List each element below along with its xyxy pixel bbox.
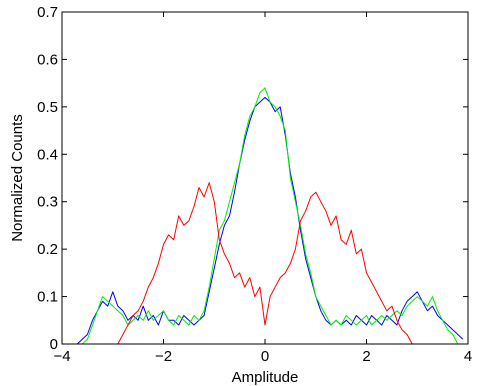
y-tick-label: 0.3 [37,194,58,211]
y-tick-label: 0.2 [37,241,58,258]
y-tick-label: 0.6 [37,51,58,68]
y-tick-label: 0 [50,336,58,353]
y-tick-label: 0.1 [37,289,58,306]
series-layer [76,87,464,345]
axes-layer: −4 −2 0 2 4 0 0.1 0.2 0.3 0.4 0.5 0.6 0.7 [37,4,472,365]
series-line-2 [81,87,459,345]
x-tick-label: 2 [362,348,370,365]
x-tick-label: 4 [464,348,472,365]
y-tick-label: 0.4 [37,146,58,163]
y-tick-label: 0.5 [37,99,58,116]
series-line-3 [117,182,413,345]
series-line-1 [76,96,464,345]
x-tick-label: −4 [53,348,70,365]
plot-area [62,12,468,344]
x-tick-label: 0 [261,348,269,365]
y-tick-label: 0.7 [37,4,58,21]
x-axis-label: Amplitude [232,369,299,386]
x-tick-label: −2 [155,348,172,365]
y-axis-label: Normalized Counts [9,114,26,242]
